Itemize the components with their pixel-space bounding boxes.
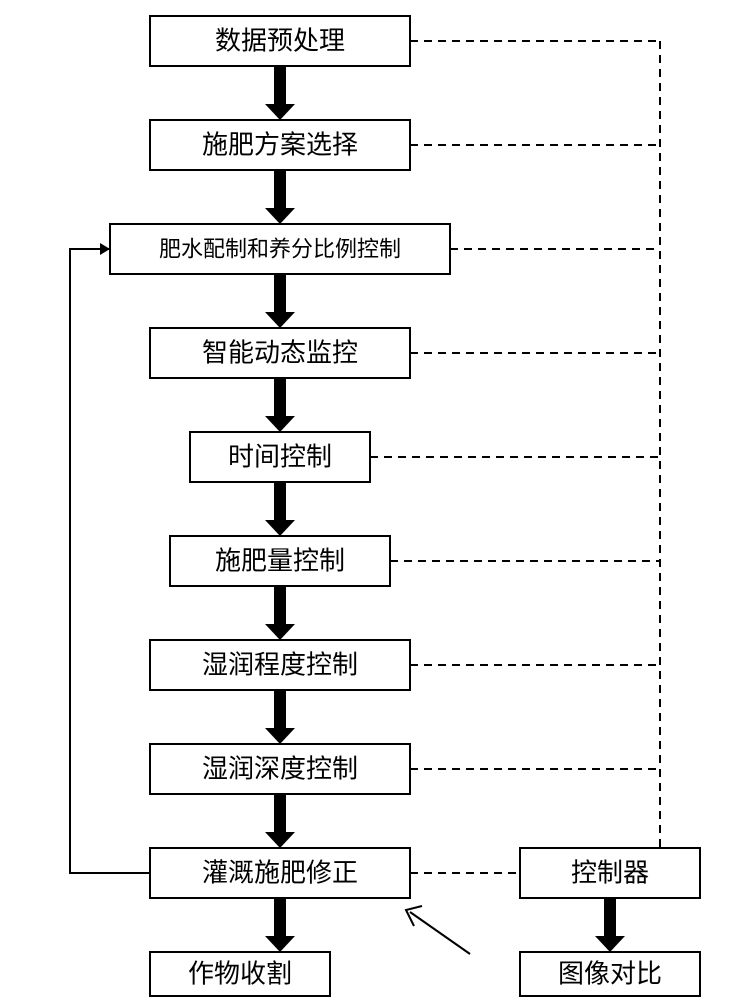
flow-node-label: 湿润程度控制 <box>202 651 358 680</box>
flow-arrow <box>265 66 295 120</box>
flow-arrow <box>265 898 295 952</box>
flow-arrow <box>265 482 295 536</box>
flow-arrow <box>265 170 295 224</box>
flow-node-label: 施肥方案选择 <box>202 131 358 160</box>
image-compare-pointer <box>410 912 470 954</box>
flow-arrow <box>595 898 625 952</box>
flow-node-label: 控制器 <box>571 859 649 888</box>
flow-node-label: 灌溉施肥修正 <box>202 859 358 888</box>
flow-arrow <box>265 378 295 432</box>
feedback-loop <box>70 249 150 873</box>
flow-node-label: 施肥量控制 <box>215 547 345 576</box>
flow-arrow <box>265 274 295 328</box>
flow-node-label: 肥水配制和养分比例控制 <box>159 237 401 262</box>
flow-arrow <box>265 690 295 744</box>
flow-node-label: 湿润深度控制 <box>202 755 358 784</box>
flow-arrow <box>265 794 295 848</box>
flow-node-label: 图像对比 <box>558 960 662 989</box>
feedback-arrowhead <box>100 243 110 255</box>
flow-node-label: 作物收割 <box>188 960 292 989</box>
flow-arrow <box>265 586 295 640</box>
flow-node-label: 时间控制 <box>228 443 332 472</box>
flow-node-label: 智能动态监控 <box>202 339 358 368</box>
flow-node-label: 数据预处理 <box>215 27 345 56</box>
